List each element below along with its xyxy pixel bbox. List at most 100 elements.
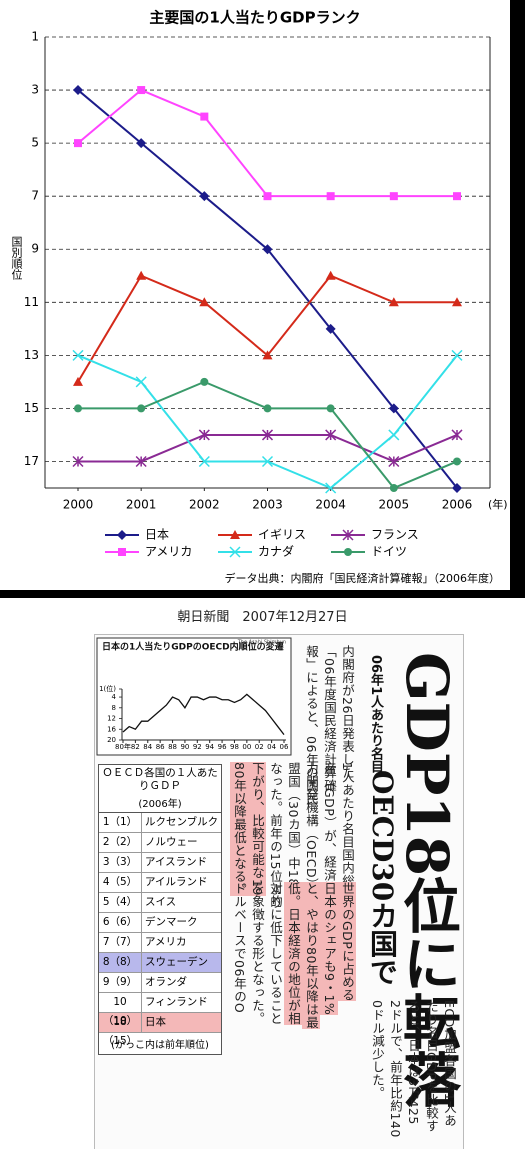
text-column: 産（GDP）が、経済協 <box>322 762 337 895</box>
rank: 1（1） <box>99 813 142 832</box>
table-row: 18（15） 日本 <box>99 1013 221 1047</box>
rank: 8（8） <box>99 953 142 972</box>
x-tick-label: 2002 <box>189 498 220 512</box>
chart-background <box>0 0 510 590</box>
y-tick-label: 7 <box>31 189 39 203</box>
text-column: たり名目GDPを比較す <box>424 1000 439 1133</box>
table-row: 4（5） アイルランド <box>99 873 221 893</box>
table-row: 6（6） デンマーク <box>99 913 221 933</box>
marker <box>74 404 82 413</box>
marker <box>262 244 273 255</box>
marker <box>262 350 273 360</box>
marker <box>451 349 463 361</box>
main-chart: 主要国の1人当たりGDPランク データ出典：内閣府「国民経済計算確報」（2006… <box>0 0 510 590</box>
legend-label: フランス <box>371 528 419 542</box>
x-tick-label: 80年 <box>115 742 131 751</box>
y-tick-label: 20 <box>107 736 116 744</box>
table-title: ＯＥＣＤ各国の１人あたりＧＤＰ <box>102 767 218 792</box>
marker <box>73 85 83 96</box>
marker <box>73 376 83 386</box>
caption: 朝日新聞 2007年12月27日 <box>177 610 348 625</box>
rank: 5（4） <box>99 893 142 912</box>
text-column: 0ドル減少した。 <box>370 1000 385 1100</box>
text-column: 80年以降最低となる。 <box>230 762 248 896</box>
marker <box>136 270 147 280</box>
table-row: 1（1） ルクセンブルク <box>99 813 221 833</box>
mini-chart: 日本の1人当たりGDPのOECD内順位の変遷 The Asahi Shimbun… <box>96 637 292 756</box>
legend-label: ドイツ <box>371 545 407 559</box>
rank: 9（9） <box>99 973 142 992</box>
marker <box>199 191 210 202</box>
kicker: 06年1人あたり名目 <box>368 655 383 774</box>
text-column: 報」によると、06年の国民 <box>304 645 319 805</box>
y-tick-label: 17 <box>24 454 39 468</box>
marker <box>72 455 84 468</box>
country: スイス <box>145 896 177 908</box>
y-axis-label: 国別順位 <box>10 236 23 280</box>
country: オランダ <box>145 976 187 988</box>
x-tick-label: 04 <box>267 743 276 751</box>
y-tick-label: 1(位) <box>99 684 116 693</box>
series-line <box>122 693 285 736</box>
marker <box>453 457 461 466</box>
y-tick-label: 5 <box>31 136 39 150</box>
legend-label: アメリカ <box>145 545 192 559</box>
marker <box>74 139 82 148</box>
y-tick-label: 1 <box>31 30 39 44</box>
x-tick-label: 94 <box>205 743 214 751</box>
text-column: 日本のシェアも9・1% <box>320 882 338 1016</box>
text-column: ると、日本は3万425 <box>406 1000 421 1125</box>
text-column: 世界のGDPに占める <box>338 882 356 1002</box>
x-tick-label: 00 <box>242 743 251 751</box>
country: アイスランド <box>145 856 208 868</box>
x-tick-label: 06 <box>280 743 289 751</box>
country: アイルランド <box>145 876 208 888</box>
text-column: 1人あたり名目国内総生 <box>340 762 355 901</box>
marker <box>199 297 210 307</box>
country: フィンランド <box>145 996 208 1008</box>
text-column: を象徴する形となった。 <box>250 882 265 1025</box>
x-tick-label: 92 <box>193 743 202 751</box>
country: スウェーデン <box>145 956 208 968</box>
marker <box>261 429 274 441</box>
text-column: ドルベースで06年のO <box>232 882 247 1014</box>
marker <box>261 455 274 468</box>
country: ノルウェー <box>145 836 198 848</box>
marker <box>325 270 336 280</box>
marker <box>135 376 147 388</box>
marker <box>451 429 463 441</box>
x-tick-label: 2001 <box>126 498 157 512</box>
rank: 18（15） <box>99 1013 142 1047</box>
legend-label: 日本 <box>145 528 169 542</box>
marker <box>388 403 399 414</box>
marker <box>230 530 240 539</box>
x-tick-label: 96 <box>218 743 227 751</box>
text-column: と、やはり80年以降は最 <box>302 882 320 1029</box>
x-tick-label: 2000 <box>63 498 94 512</box>
marker <box>118 548 126 556</box>
x-tick-label: 90 <box>180 743 189 751</box>
y-tick-label: 13 <box>24 348 39 362</box>
table-row: 9（9） オランダ <box>99 973 221 993</box>
marker <box>388 455 400 468</box>
x-tick-label: 2005 <box>379 498 410 512</box>
y-tick-label: 4 <box>112 693 117 701</box>
y-tick-label: 15 <box>24 401 39 415</box>
rank: 6（6） <box>99 913 142 932</box>
credit: The Asahi Shimbun <box>237 640 286 646</box>
text-column: 「06年度国民経済計算確 <box>322 645 337 792</box>
table-row: 2（2） ノルウェー <box>99 833 221 853</box>
y-tick-label: 3 <box>31 83 39 97</box>
marker <box>72 349 84 361</box>
x-tick-label: 2004 <box>315 498 346 512</box>
x-axis-label: (年) <box>488 497 508 511</box>
x-tick-label: 86 <box>156 743 165 751</box>
country: アメリカ <box>145 936 187 948</box>
x-tick-label: 98 <box>230 743 239 751</box>
x-tick-label: 82 <box>131 743 140 751</box>
marker <box>325 323 336 334</box>
marker <box>326 192 335 201</box>
rank: 3（3） <box>99 853 142 872</box>
marker <box>263 404 272 413</box>
